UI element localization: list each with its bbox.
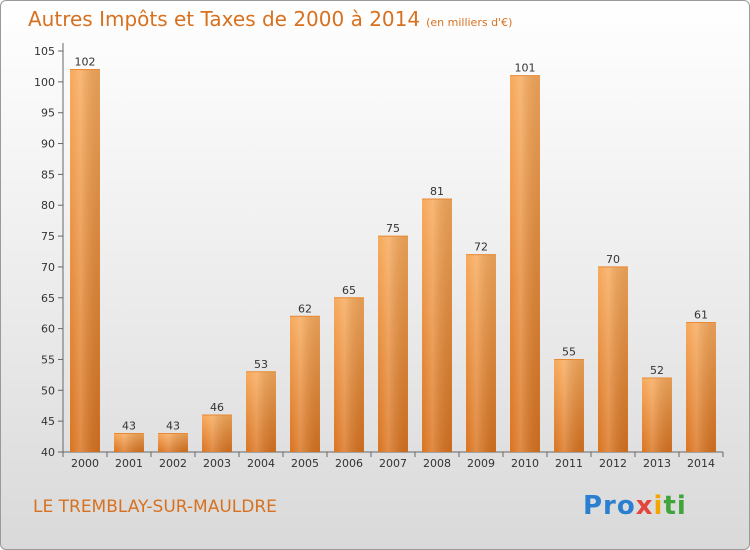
bar-value-label: 43 (122, 419, 136, 432)
bar-value-label: 43 (166, 419, 180, 432)
logo-part-4: ti (663, 491, 687, 521)
commune-name: LE TREMBLAY-SUR-MAULDRE (33, 497, 277, 517)
y-tick-label: 60 (41, 323, 55, 336)
bar-sheen (158, 433, 188, 452)
y-tick-label: 45 (41, 415, 55, 428)
bar-value-label: 102 (75, 56, 96, 69)
x-tick-label: 2001 (115, 457, 143, 470)
bar-sheen (114, 433, 144, 452)
bar-value-label: 75 (386, 222, 400, 235)
x-tick-label: 2013 (643, 457, 671, 470)
x-tick-label: 2010 (511, 457, 539, 470)
bar-sheen (686, 322, 716, 452)
x-tick-label: 2008 (423, 457, 451, 470)
y-tick-label: 95 (41, 107, 55, 120)
bar-value-label: 61 (694, 308, 708, 321)
y-tick-label: 75 (41, 230, 55, 243)
bar-sheen (334, 297, 364, 452)
bar-value-label: 81 (430, 185, 444, 198)
bar-value-label: 72 (474, 241, 488, 254)
bar-sheen (642, 377, 672, 452)
logo-part-1: Pro (583, 491, 636, 521)
proxiti-logo: Proxiti (583, 491, 687, 521)
chart-title: Autres Impôts et Taxes de 2000 à 2014 (en… (28, 7, 512, 31)
y-tick-label: 50 (41, 384, 55, 397)
y-tick-label: 55 (41, 353, 55, 366)
chart-title-text: Autres Impôts et Taxes de 2000 à 2014 (28, 7, 421, 31)
chart-bars: 102 43 43 46 53 62 65 75 81 72 101 55 70 52 61 (70, 56, 716, 452)
y-tick-label: 70 (41, 261, 55, 274)
bar-sheen (422, 199, 452, 452)
y-tick-label: 65 (41, 292, 55, 305)
x-tick-label: 2007 (379, 457, 407, 470)
bar-value-label: 55 (562, 345, 576, 358)
y-tick-label: 100 (34, 76, 55, 89)
x-tick-label: 2005 (291, 457, 319, 470)
x-tick-label: 2002 (159, 457, 187, 470)
bar-value-label: 70 (606, 253, 620, 266)
chart-unit: (en milliers d'€) (426, 16, 513, 29)
bar-sheen (70, 69, 100, 452)
logo-part-3: i (653, 491, 664, 521)
y-tick-label: 80 (41, 199, 55, 212)
y-tick-label: 85 (41, 168, 55, 181)
bar-sheen (598, 266, 628, 452)
bar-value-label: 52 (650, 364, 664, 377)
bar-value-label: 65 (342, 284, 356, 297)
x-tick-label: 2011 (555, 457, 583, 470)
bar-value-label: 53 (254, 358, 268, 371)
bar-sheen (246, 371, 276, 452)
y-tick-label: 40 (41, 446, 55, 459)
x-tick-label: 2000 (71, 457, 99, 470)
bar-sheen (202, 414, 232, 452)
bar-sheen (554, 359, 584, 452)
x-tick-label: 2012 (599, 457, 627, 470)
bar-sheen (510, 75, 540, 452)
y-tick-label: 105 (34, 45, 55, 58)
x-tick-label: 2006 (335, 457, 363, 470)
x-tick-label: 2014 (687, 457, 715, 470)
bar-value-label: 62 (298, 302, 312, 315)
bar-sheen (466, 254, 496, 452)
bar-value-label: 101 (515, 62, 536, 75)
x-tick-label: 2004 (247, 457, 275, 470)
bar-value-label: 46 (210, 401, 224, 414)
bar-sheen (378, 236, 408, 452)
bar-sheen (290, 316, 320, 452)
x-tick-label: 2003 (203, 457, 231, 470)
logo-part-2: x (635, 491, 654, 521)
x-tick-label: 2009 (467, 457, 495, 470)
y-tick-label: 90 (41, 138, 55, 151)
chart-axes: 40 45 50 55 60 65 70 75 80 85 90 95 100 105 2000 2001 20… (34, 43, 724, 470)
